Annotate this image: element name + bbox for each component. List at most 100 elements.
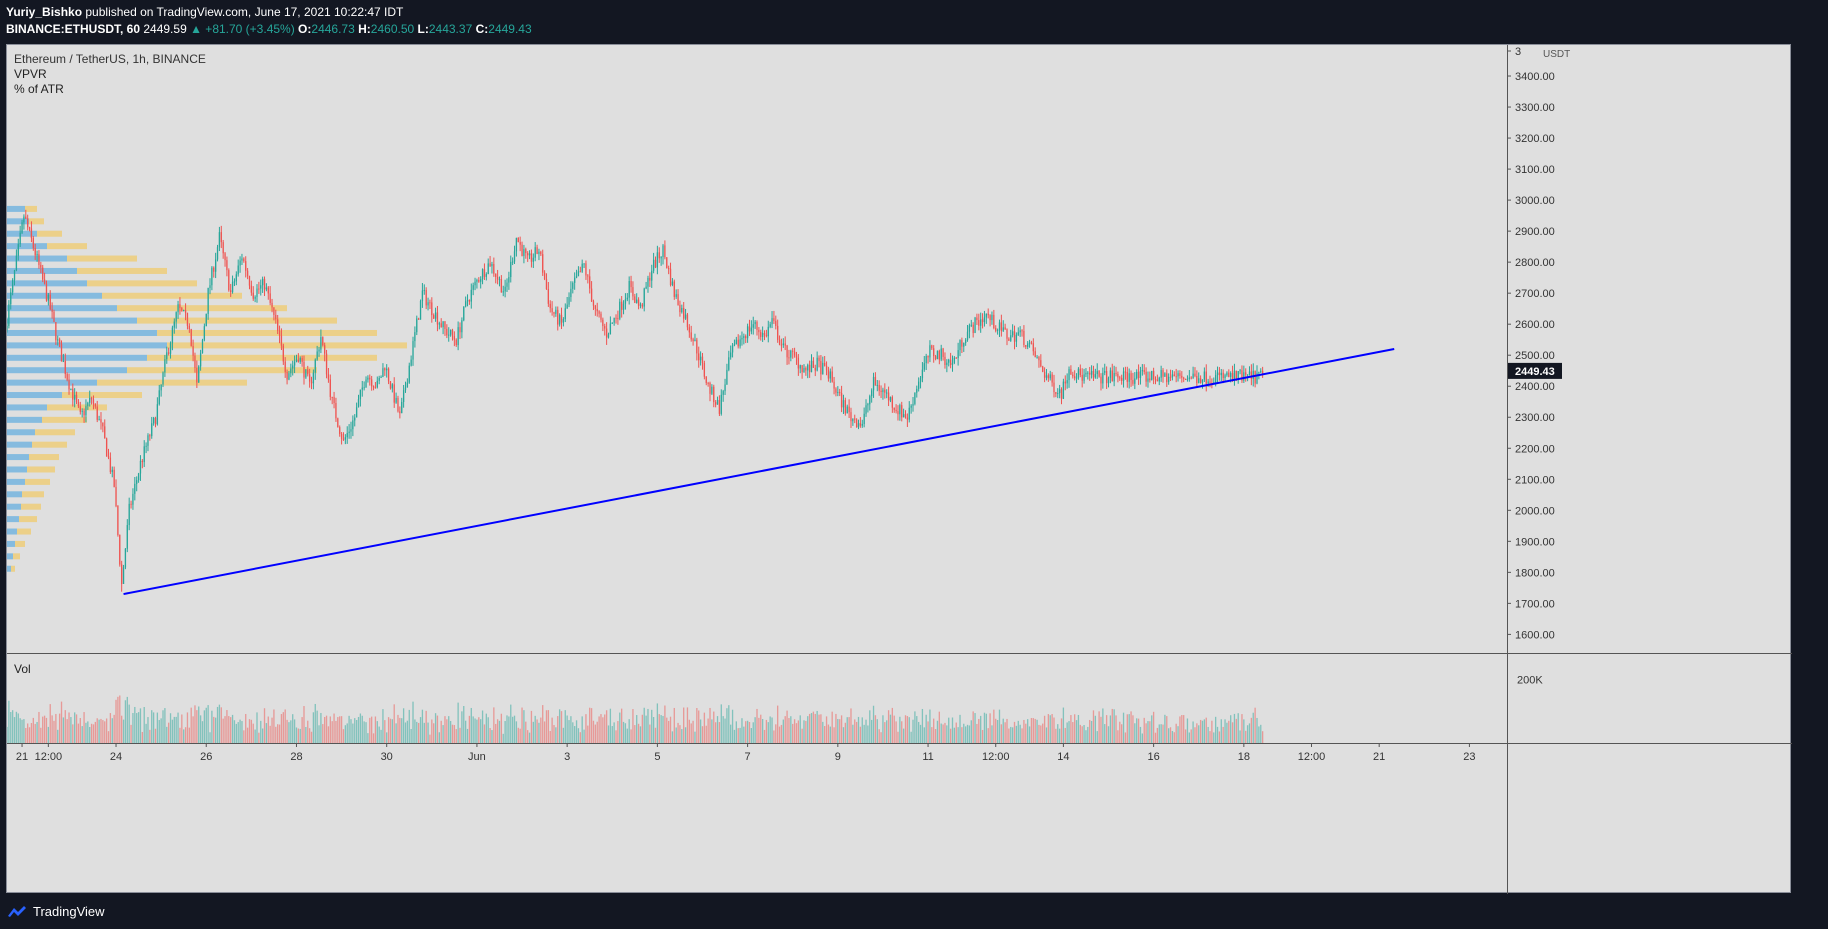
candle-body — [288, 373, 290, 380]
candle-body — [230, 290, 232, 293]
candle-body — [887, 392, 890, 401]
candle-body — [925, 355, 927, 364]
candle-body — [679, 304, 681, 313]
candle-body — [799, 365, 801, 369]
volume-bar — [102, 720, 104, 743]
volume-bar — [265, 723, 268, 743]
candle-body — [216, 247, 219, 260]
volume-bar — [194, 705, 196, 743]
candle-body — [540, 251, 542, 255]
candle-body — [681, 307, 683, 313]
current-price-label: 2449.43 — [1515, 366, 1555, 378]
candle-body — [857, 423, 860, 428]
volume-bar — [577, 728, 580, 743]
volume-bar — [141, 731, 143, 743]
volume-bar — [369, 717, 371, 743]
candle-body — [1194, 373, 1196, 376]
candle-body — [769, 324, 771, 327]
volume-bar — [805, 720, 807, 743]
volume-bar — [598, 716, 600, 743]
candle-body — [818, 357, 820, 362]
volume-bar — [117, 696, 119, 743]
candle-body — [320, 337, 322, 350]
candle-body — [1184, 378, 1187, 380]
candle-body — [1192, 373, 1194, 379]
candle-body — [718, 400, 721, 414]
indicator-atr[interactable]: % of ATR — [14, 82, 64, 96]
volume-label[interactable]: Vol — [14, 662, 31, 676]
vp-bar-sell — [25, 205, 37, 212]
candle-body — [1096, 370, 1098, 375]
volume-bar — [1064, 727, 1066, 743]
footer-brand[interactable]: TradingView — [6, 900, 105, 922]
volume-bar — [406, 720, 409, 743]
volume-bar — [929, 709, 931, 743]
candle-body — [1034, 351, 1036, 358]
volume-bar — [1105, 715, 1108, 743]
volume-bar — [1235, 718, 1237, 743]
candle-body — [790, 350, 792, 358]
chart-frame[interactable]: 1600.00 1700.00 1800.00 1900.00 2000.00 2100.… — [6, 44, 1792, 894]
candle-body — [506, 282, 508, 287]
candle-body — [36, 254, 38, 256]
candle-body — [239, 260, 241, 266]
candle-body — [55, 322, 57, 341]
volume-bar — [521, 707, 523, 743]
volume-bar — [1256, 717, 1258, 743]
candle-body — [671, 281, 674, 285]
candle-body — [410, 359, 412, 366]
volume-bar — [89, 726, 91, 743]
volume-bar — [453, 725, 456, 743]
volume-bar — [32, 717, 34, 743]
volume-bar — [878, 729, 880, 743]
volume-bar — [545, 710, 548, 743]
volume-bar — [416, 721, 418, 743]
candle-body — [761, 332, 764, 337]
volume-bar — [833, 727, 835, 743]
volume-bar — [1194, 727, 1196, 743]
candle-body — [1083, 374, 1085, 381]
candle-body — [350, 429, 352, 432]
candle-body — [549, 303, 551, 309]
volume-bar — [739, 727, 741, 743]
volume-bar — [320, 712, 322, 743]
vp-bar-sell — [167, 342, 407, 349]
candle-body — [34, 247, 36, 256]
indicator-vpvr[interactable]: VPVR — [14, 67, 47, 81]
candle-body — [459, 327, 461, 333]
candle-body — [592, 301, 595, 306]
candle-body — [1243, 372, 1245, 381]
candle-body — [72, 388, 74, 400]
time-tick-label: 24 — [110, 751, 122, 763]
candle-body — [433, 315, 435, 319]
vp-bar-sell — [97, 379, 247, 386]
price-chart[interactable]: 1600.00 1700.00 1800.00 1900.00 2000.00 2100.… — [7, 45, 1792, 894]
volume-bar — [923, 727, 925, 743]
volume-bar — [498, 720, 501, 743]
candle-body — [13, 270, 16, 281]
volume-bar — [1196, 723, 1198, 743]
volume-bar — [763, 729, 766, 743]
candle-body — [169, 343, 172, 354]
candle-body — [32, 238, 34, 248]
candle-body — [1105, 371, 1108, 384]
volume-bar — [703, 712, 706, 743]
candle-body — [746, 326, 749, 339]
volume-bar — [624, 723, 627, 743]
volume-bar — [1260, 724, 1262, 743]
volume-bar — [1216, 726, 1219, 743]
volume-bar — [667, 720, 670, 743]
volume-bar — [839, 719, 841, 743]
time-tick-label: 14 — [1057, 751, 1069, 763]
candle-body — [538, 251, 540, 254]
volume-bar — [966, 724, 969, 743]
author-name[interactable]: Yuriy_Bishko — [6, 5, 83, 19]
volume-bar — [66, 719, 68, 743]
volume-bar — [322, 724, 324, 743]
volume-bar — [1130, 711, 1132, 743]
candle-body — [1201, 379, 1204, 383]
candle-body — [1030, 342, 1033, 344]
volume-bar — [1017, 720, 1019, 743]
volume-bar — [79, 718, 81, 743]
volume-bar — [921, 708, 924, 743]
